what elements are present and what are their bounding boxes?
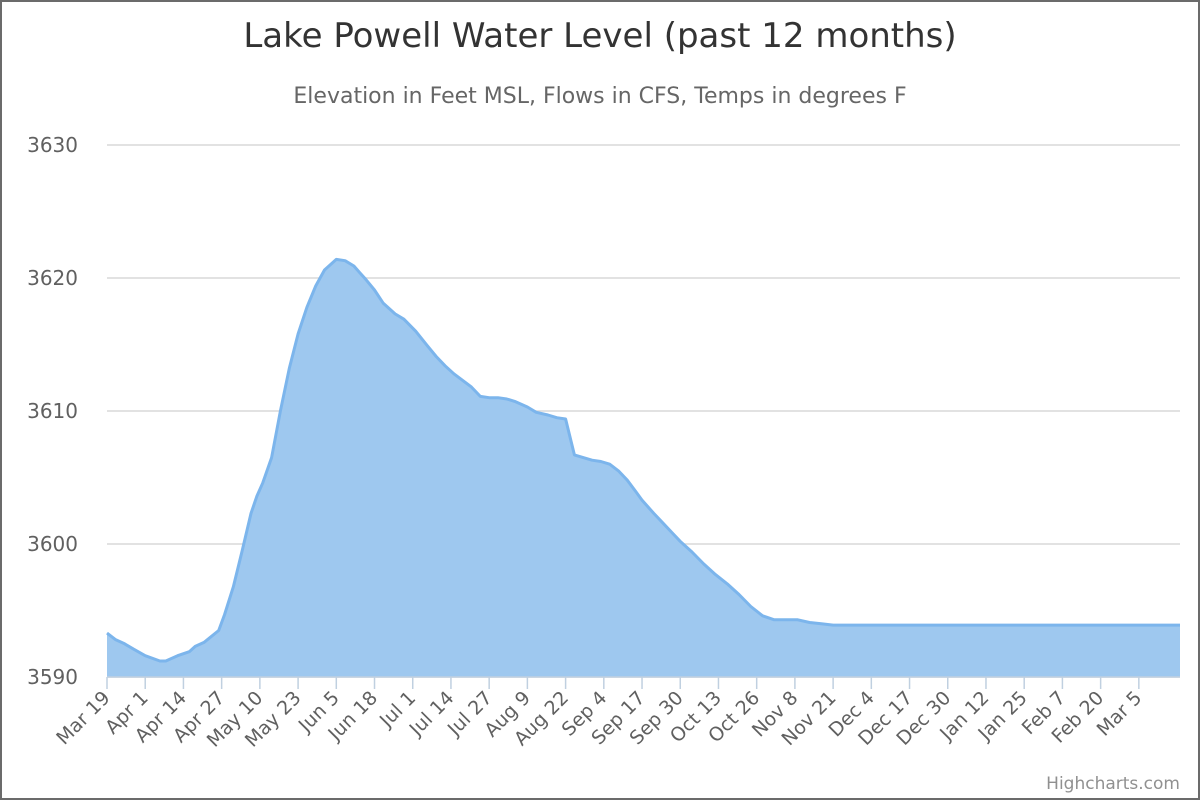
chart-title: Lake Powell Water Level (past 12 months): [243, 16, 957, 56]
series-line: [106, 257, 1180, 663]
y-tick-label: 3590: [27, 665, 78, 689]
x-tick-label: Mar 5: [1093, 687, 1147, 741]
y-tick-label: 3610: [27, 399, 78, 423]
series-area-fill: [107, 259, 1180, 677]
y-tick-label: 3620: [27, 266, 78, 290]
y-tick-label: 3600: [27, 532, 78, 556]
credits-link[interactable]: Highcharts.com: [1046, 774, 1180, 794]
chart-subtitle: Elevation in Feet MSL, Flows in CFS, Tem…: [293, 84, 907, 109]
y-tick-label: 3630: [27, 133, 78, 157]
